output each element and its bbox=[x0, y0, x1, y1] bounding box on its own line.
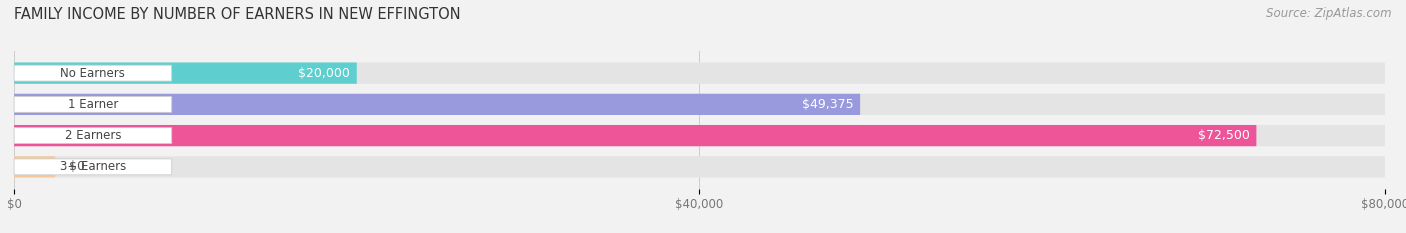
Text: 3+ Earners: 3+ Earners bbox=[60, 160, 127, 173]
FancyBboxPatch shape bbox=[14, 96, 172, 112]
Text: $72,500: $72,500 bbox=[1198, 129, 1250, 142]
Text: $49,375: $49,375 bbox=[801, 98, 853, 111]
FancyBboxPatch shape bbox=[14, 62, 357, 84]
FancyBboxPatch shape bbox=[14, 125, 1385, 146]
FancyBboxPatch shape bbox=[14, 125, 1257, 146]
Text: $0: $0 bbox=[69, 160, 84, 173]
Text: $20,000: $20,000 bbox=[298, 67, 350, 80]
Text: Source: ZipAtlas.com: Source: ZipAtlas.com bbox=[1267, 7, 1392, 20]
FancyBboxPatch shape bbox=[14, 128, 172, 144]
FancyBboxPatch shape bbox=[14, 62, 1385, 84]
Text: No Earners: No Earners bbox=[60, 67, 125, 80]
FancyBboxPatch shape bbox=[14, 156, 1385, 178]
FancyBboxPatch shape bbox=[14, 94, 1385, 115]
FancyBboxPatch shape bbox=[14, 65, 172, 81]
FancyBboxPatch shape bbox=[14, 94, 860, 115]
Text: 1 Earner: 1 Earner bbox=[67, 98, 118, 111]
FancyBboxPatch shape bbox=[14, 156, 55, 178]
Text: 2 Earners: 2 Earners bbox=[65, 129, 121, 142]
FancyBboxPatch shape bbox=[14, 159, 172, 175]
Text: FAMILY INCOME BY NUMBER OF EARNERS IN NEW EFFINGTON: FAMILY INCOME BY NUMBER OF EARNERS IN NE… bbox=[14, 7, 461, 22]
